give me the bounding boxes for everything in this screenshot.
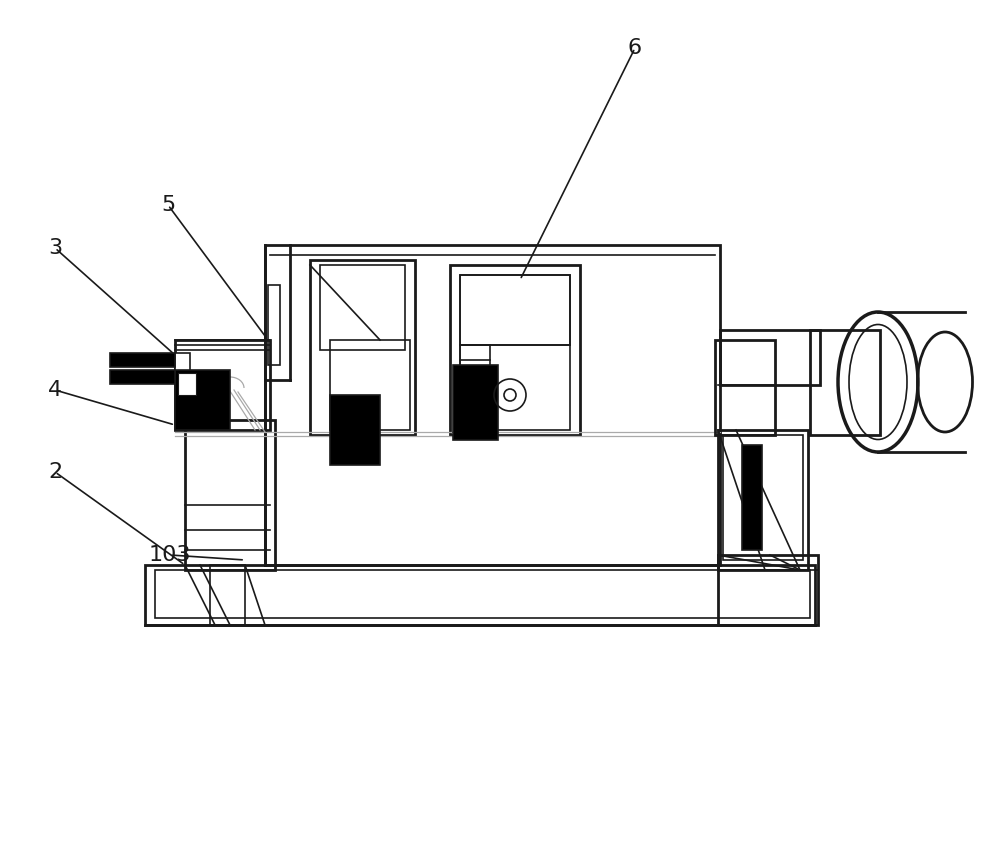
Bar [175,340,270,430]
Bar [110,370,175,384]
Bar [723,435,803,560]
Text: 103: 103 [149,545,191,565]
Bar [310,260,415,435]
Bar [810,330,880,435]
Bar [330,395,380,465]
Bar [175,370,230,430]
Bar [210,565,245,625]
Text: 2: 2 [48,462,62,482]
Bar [718,555,818,625]
Bar [720,330,820,385]
Bar [330,340,410,430]
Bar [178,373,196,395]
Bar [742,445,762,550]
Bar [155,570,810,618]
Text: 3: 3 [48,238,62,258]
Bar [460,275,570,345]
Text: 6: 6 [628,38,642,58]
Bar [175,353,190,380]
Text: 5: 5 [161,195,175,215]
Bar [145,565,815,625]
Bar [460,275,570,430]
Text: 4: 4 [48,380,62,400]
Bar [320,265,405,350]
Bar [110,353,175,367]
Bar [265,245,720,565]
Bar [450,265,580,435]
Bar [453,365,498,440]
Bar [460,345,490,430]
Bar [718,430,808,570]
Bar [715,340,775,435]
Bar [185,420,275,570]
Bar [268,285,280,365]
